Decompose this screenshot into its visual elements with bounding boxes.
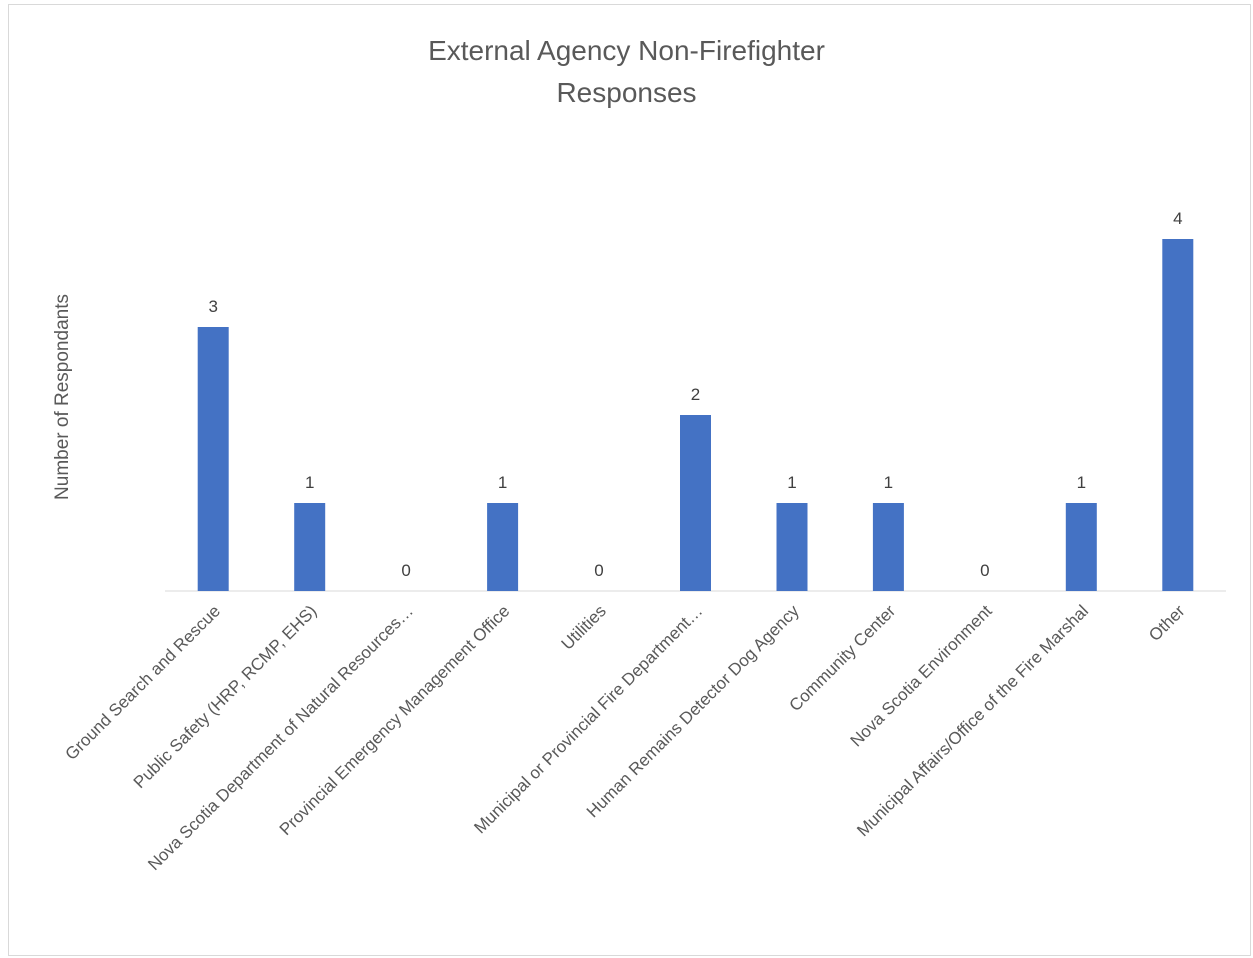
x-tick-label: Human Remains Detector Dog Agency <box>583 601 803 821</box>
chart-title-line-2: Responses <box>556 77 697 108</box>
bar <box>872 503 904 591</box>
data-label: 1 <box>884 473 893 492</box>
bar <box>487 503 519 591</box>
data-label: 1 <box>1077 473 1086 492</box>
x-tick-label: Utilities <box>558 601 610 653</box>
x-tick-label: Public Safety (HRP, RCMP, EHS) <box>130 601 321 792</box>
chart-title: External Agency Non-Firefighter Response… <box>0 30 1253 114</box>
bar <box>294 503 326 591</box>
data-label: 0 <box>594 561 603 580</box>
bar <box>197 327 229 591</box>
data-label: 2 <box>691 385 700 404</box>
data-label: 1 <box>305 473 314 492</box>
data-label: 1 <box>787 473 796 492</box>
bar <box>776 503 808 591</box>
data-label: 1 <box>498 473 507 492</box>
bar <box>1162 239 1194 591</box>
x-tick-label: Other <box>1145 601 1189 645</box>
chart-title-line-1: External Agency Non-Firefighter <box>428 35 825 66</box>
x-tick-label: Community Center <box>786 601 900 715</box>
bars-group <box>197 239 1194 591</box>
data-labels-group: 3 1 0 1 0 2 1 1 0 1 4 <box>208 209 1182 580</box>
y-axis-label: Number of Respondants <box>52 294 73 500</box>
bar <box>1065 503 1097 591</box>
bar <box>680 415 711 591</box>
data-label: 3 <box>208 297 217 316</box>
x-tick-label: Ground Search and Rescue <box>62 601 224 763</box>
data-label: 4 <box>1173 209 1182 228</box>
data-label: 0 <box>980 561 989 580</box>
data-label: 0 <box>401 561 410 580</box>
